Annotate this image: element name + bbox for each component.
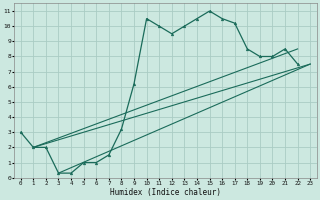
X-axis label: Humidex (Indice chaleur): Humidex (Indice chaleur) <box>110 188 221 197</box>
